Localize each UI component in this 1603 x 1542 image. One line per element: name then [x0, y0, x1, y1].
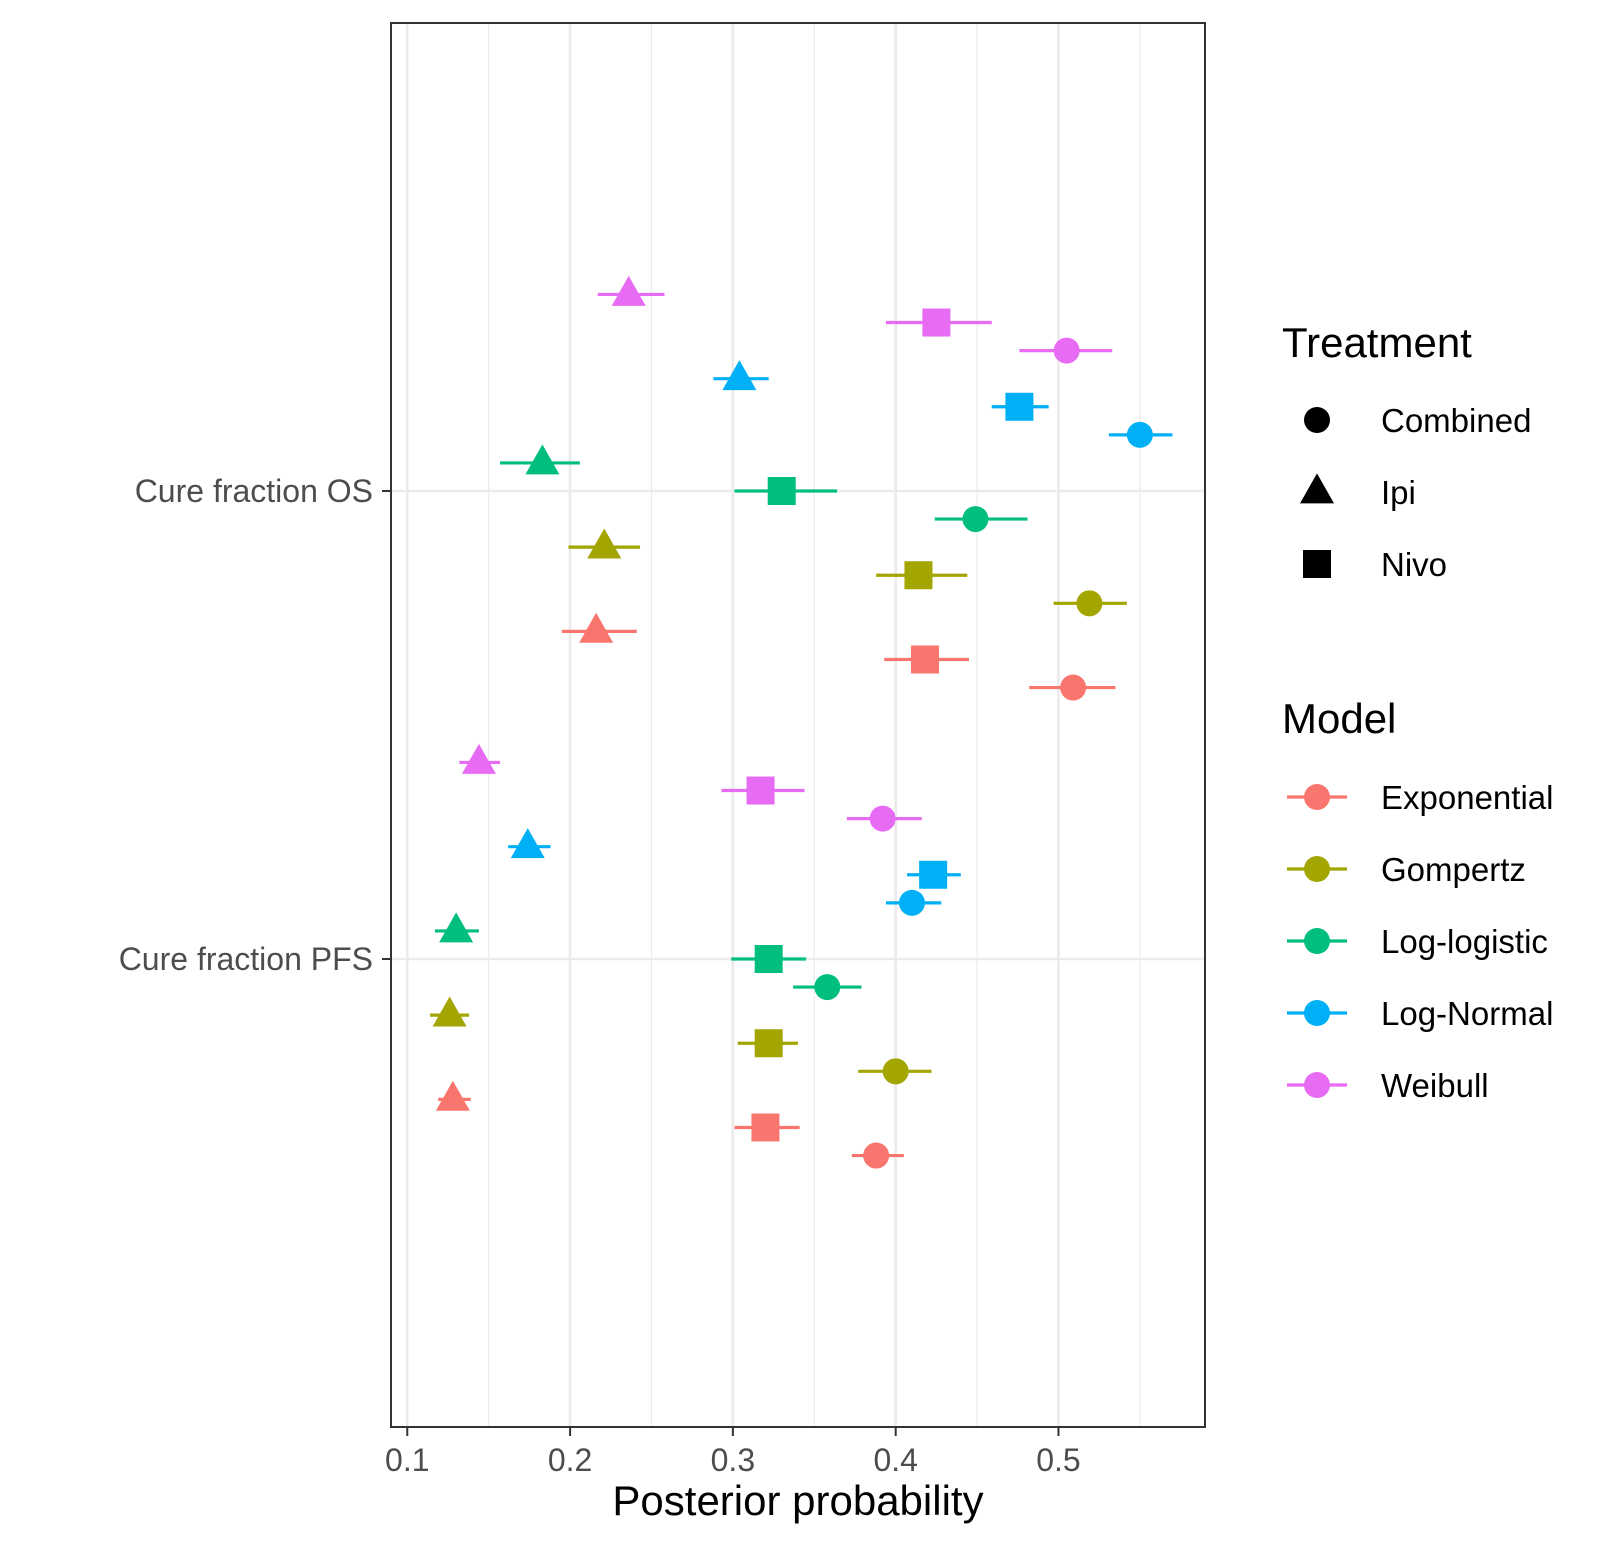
point-cure-fraction-pfs-exponential-nivo: [751, 1113, 780, 1142]
x-axis-title: Posterior probability: [612, 1477, 983, 1524]
panel-border: [390, 22, 1206, 1428]
legend-key-dot: [1304, 1072, 1330, 1098]
legend-title-treatment: Treatment: [1282, 319, 1472, 366]
legend-key-dot: [1304, 784, 1330, 810]
point-cure-fraction-os-exponential-nivo: [910, 645, 939, 674]
point-cure-fraction-os-gompertz-ipi: [587, 528, 622, 559]
legend-title-model: Model: [1282, 695, 1396, 742]
legend-key-weibull: [1287, 1072, 1347, 1098]
point-cure-fraction-pfs-weibull-combined: [869, 805, 896, 832]
point-cure-fraction-os-exponential-ipi: [579, 612, 614, 643]
legend-label-combined: Combined: [1381, 402, 1531, 439]
point-cure-fraction-os-exponential-combined: [1060, 674, 1087, 701]
x-tick-label: 0.5: [1036, 1442, 1080, 1478]
point-cure-fraction-pfs-log-logistic-nivo: [754, 945, 783, 973]
y-tick-label-cure-fraction-pfs: Cure fraction PFS: [119, 941, 373, 977]
legend-label-exponential: Exponential: [1381, 779, 1553, 816]
legend-key-ipi: [1300, 473, 1334, 504]
point-cure-fraction-pfs-log-normal-ipi: [510, 828, 545, 859]
point-cure-fraction-os-log-logistic-nivo: [767, 477, 796, 505]
point-cure-fraction-os-gompertz-combined: [1076, 590, 1103, 617]
point-cure-fraction-pfs-weibull-nivo: [746, 776, 775, 805]
legend-key-exponential: [1287, 784, 1347, 810]
point-cure-fraction-os-log-logistic-combined: [962, 506, 989, 533]
point-cure-fraction-pfs-gompertz-ipi: [432, 996, 467, 1027]
x-tick-label: 0.2: [548, 1442, 592, 1478]
legend-label-log-normal: Log-Normal: [1381, 995, 1553, 1032]
legend: Treatment Model Combined Ipi Nivo Exponenti…: [1282, 319, 1553, 1104]
point-cure-fraction-pfs-log-logistic-ipi: [439, 912, 474, 943]
point-cure-fraction-pfs-exponential-ipi: [435, 1080, 470, 1111]
point-cure-fraction-os-weibull-ipi: [611, 275, 646, 306]
legend-key-log-normal: [1287, 1000, 1347, 1026]
point-cure-fraction-os-weibull-combined: [1053, 337, 1080, 364]
point-cure-fraction-os-gompertz-nivo: [904, 561, 933, 590]
legend-key-log-logistic: [1287, 928, 1347, 954]
legend-key-nivo: [1303, 550, 1331, 578]
point-cure-fraction-os-log-normal-nivo: [1005, 392, 1034, 421]
x-tick-label: 0.1: [385, 1442, 429, 1478]
gridlines: [391, 23, 1205, 1427]
plot-marks: [430, 275, 1173, 1169]
point-cure-fraction-pfs-log-logistic-combined: [814, 974, 841, 1001]
legend-label-nivo: Nivo: [1381, 546, 1447, 583]
legend-key-combined: [1304, 407, 1330, 433]
legend-key-dot: [1304, 928, 1330, 954]
point-cure-fraction-pfs-weibull-ipi: [461, 743, 496, 774]
legend-label-log-logistic: Log-logistic: [1381, 923, 1548, 960]
point-cure-fraction-os-log-normal-combined: [1126, 421, 1153, 448]
legend-label-gompertz: Gompertz: [1381, 851, 1526, 888]
point-cure-fraction-pfs-exponential-combined: [863, 1142, 890, 1169]
point-cure-fraction-pfs-log-normal-combined: [898, 889, 925, 916]
point-cure-fraction-pfs-gompertz-combined: [882, 1058, 909, 1085]
legend-key-dot: [1304, 856, 1330, 882]
y-tick-label-cure-fraction-os: Cure fraction OS: [135, 473, 373, 509]
point-cure-fraction-pfs-gompertz-nivo: [754, 1029, 783, 1058]
point-cure-fraction-os-log-logistic-ipi: [525, 444, 560, 475]
legend-label-ipi: Ipi: [1381, 474, 1416, 511]
point-cure-fraction-pfs-log-normal-nivo: [919, 860, 948, 889]
x-tick-label: 0.3: [711, 1442, 755, 1478]
point-cure-fraction-os-weibull-nivo: [922, 308, 951, 337]
legend-key-dot: [1304, 1000, 1330, 1026]
axes: 0.1 0.2 0.3 0.4 0.5 Cure fraction PFS Cure fra…: [119, 473, 1081, 1478]
legend-key-gompertz: [1287, 856, 1347, 882]
legend-label-weibull: Weibull: [1381, 1067, 1489, 1104]
point-cure-fraction-os-log-normal-ipi: [722, 360, 757, 391]
x-tick-label: 0.4: [873, 1442, 917, 1478]
